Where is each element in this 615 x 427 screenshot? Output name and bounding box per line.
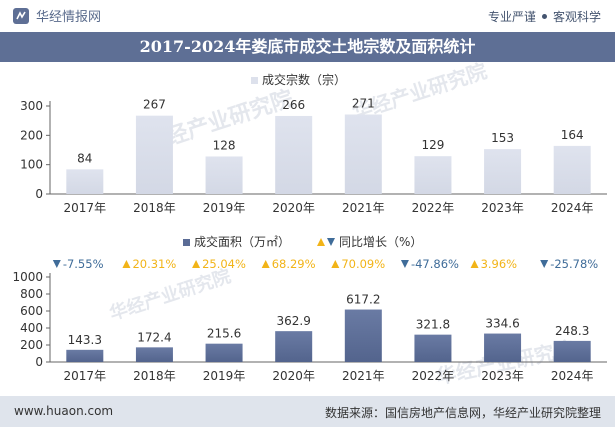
legend-up-triangle-icon xyxy=(317,238,325,246)
top-bar-3 xyxy=(275,115,313,194)
top-x-tick-label: 2020年 xyxy=(272,201,315,215)
bottom-x-tick-label: 2017年 xyxy=(64,369,107,383)
logo-text: 华经情报网 xyxy=(36,10,102,25)
bottom-y-tick-label: 200 xyxy=(20,338,43,352)
growth-up-triangle-icon xyxy=(470,260,479,268)
bottom-x-tick-label: 2021年 xyxy=(342,369,385,383)
bottom-legend-label: 成交面积（万㎡） xyxy=(194,234,290,249)
watermark-3: 华经产业研究院 xyxy=(107,265,234,325)
tagline-left: 专业严谨 xyxy=(487,10,536,24)
bottom-bar-4 xyxy=(344,309,382,362)
bottom-data-label: 334.6 xyxy=(485,317,519,331)
footer: www.huaon.com 数据来源：国信房地产信息网，华经产业研究院整理 xyxy=(0,396,615,427)
bottom-growth-legend-label: 同比增长（%） xyxy=(339,235,422,249)
growth-down-triangle-icon xyxy=(52,260,61,268)
tagline: 专业严谨 客观科学 xyxy=(488,8,601,25)
top-x-tick-label: 2023年 xyxy=(481,201,524,215)
top-x-tick-label: 2021年 xyxy=(342,201,385,215)
top-x-tick-label: 2024年 xyxy=(551,201,594,215)
top-y-tick-label: 300 xyxy=(20,99,43,113)
bottom-x-tick-label: 2022年 xyxy=(412,369,455,383)
bottom-data-label: 617.2 xyxy=(346,293,380,307)
top-x-tick-label: 2017年 xyxy=(64,201,107,215)
bottom-bar-6 xyxy=(484,333,522,362)
logo-icon xyxy=(13,7,29,24)
bottom-data-label: 215.6 xyxy=(207,327,241,341)
growth-up-triangle-icon xyxy=(192,260,201,268)
top-chart: 成交宗数（宗） 0 100 200 300 84 2017年 267 2018年 128 2019年… xyxy=(20,72,607,215)
top-y-tick-label: 100 xyxy=(20,158,43,172)
bottom-bar-3 xyxy=(275,331,313,362)
bottom-data-label: 143.3 xyxy=(68,333,102,347)
top-bar-1 xyxy=(135,115,173,194)
growth-label: -47.86% xyxy=(411,257,459,271)
bottom-bar-1 xyxy=(135,347,173,362)
top-x-tick-label: 2022年 xyxy=(412,201,455,215)
growth-label: 68.29% xyxy=(272,257,316,271)
bottom-chart: 成交面积（万㎡） 同比增长（%） 0 200 400 600 800 1000 143.3 201… xyxy=(12,234,607,383)
growth-up-triangle-icon xyxy=(122,260,131,268)
bottom-x-tick-label: 2018年 xyxy=(133,369,176,383)
header: 华经情报网 专业严谨 客观科学 xyxy=(0,0,615,32)
tagline-dot-icon xyxy=(541,14,547,19)
bottom-x-tick-label: 2019年 xyxy=(203,369,246,383)
growth-down-triangle-icon xyxy=(540,260,549,268)
bottom-data-label: 248.3 xyxy=(555,324,589,338)
bottom-bar-2 xyxy=(205,343,243,362)
bottom-bar-7 xyxy=(553,340,591,362)
bottom-bar-0 xyxy=(66,349,104,362)
top-bar-2 xyxy=(205,156,243,194)
bottom-y-tick-label: 0 xyxy=(35,355,43,369)
growth-up-triangle-icon xyxy=(261,260,270,268)
logo[interactable]: 华经情报网 xyxy=(12,6,101,25)
tagline-right: 客观科学 xyxy=(552,10,601,24)
top-data-label: 266 xyxy=(282,98,305,112)
top-data-label: 164 xyxy=(561,128,584,142)
bottom-bar-5 xyxy=(414,334,452,362)
top-x-tick-label: 2019年 xyxy=(203,201,246,215)
bottom-data-label: 172.4 xyxy=(137,330,171,344)
top-data-label: 129 xyxy=(421,138,444,152)
growth-down-triangle-icon xyxy=(400,260,409,268)
bottom-y-tick-label: 400 xyxy=(20,321,43,335)
bottom-y-tick-label: 600 xyxy=(20,304,43,318)
bottom-x-tick-label: 2020年 xyxy=(272,369,315,383)
growth-label: -25.78% xyxy=(550,257,598,271)
bottom-legend-swatch xyxy=(183,239,190,246)
top-data-label: 267 xyxy=(143,98,166,112)
bottom-data-label: 362.9 xyxy=(277,314,311,328)
growth-label: -7.55% xyxy=(63,257,104,271)
top-bar-5 xyxy=(414,156,452,194)
chart-title: 2017-2024年娄底市成交土地宗数及面积统计 xyxy=(0,32,615,62)
top-data-label: 153 xyxy=(491,131,514,145)
growth-label: 70.09% xyxy=(341,257,385,271)
top-bar-7 xyxy=(553,145,591,194)
top-data-label: 271 xyxy=(352,97,375,111)
footer-source: 数据来源：国信房地产信息网，华经产业研究院整理 xyxy=(324,406,601,420)
growth-up-triangle-icon xyxy=(331,260,340,268)
growth-label: 3.96% xyxy=(481,257,518,271)
top-data-label: 84 xyxy=(77,151,92,165)
top-bar-0 xyxy=(66,169,104,194)
top-y-tick-label: 0 xyxy=(35,187,43,201)
bottom-x-tick-label: 2023年 xyxy=(481,369,524,383)
growth-label: 20.31% xyxy=(132,257,176,271)
bottom-y-tick-label: 1000 xyxy=(12,270,43,284)
top-legend-swatch xyxy=(251,77,258,84)
top-data-label: 128 xyxy=(213,138,236,152)
top-bar-4 xyxy=(344,114,382,194)
bottom-data-label: 321.8 xyxy=(416,318,450,332)
top-bar-6 xyxy=(484,149,522,194)
bottom-x-tick-label: 2024年 xyxy=(551,369,594,383)
growth-label: 25.04% xyxy=(202,257,246,271)
top-x-tick-label: 2018年 xyxy=(133,201,176,215)
top-y-tick-label: 200 xyxy=(20,128,43,142)
bottom-y-tick-label: 800 xyxy=(20,287,43,301)
top-legend-label: 成交宗数（宗） xyxy=(262,72,346,87)
legend-down-triangle-icon xyxy=(327,238,335,246)
charts: 华经产业研究院 华经产业研究院 华经产业研究院 华经产业研究院 成交宗数（宗）0… xyxy=(12,62,607,389)
footer-website[interactable]: www.huaon.com xyxy=(14,404,114,418)
